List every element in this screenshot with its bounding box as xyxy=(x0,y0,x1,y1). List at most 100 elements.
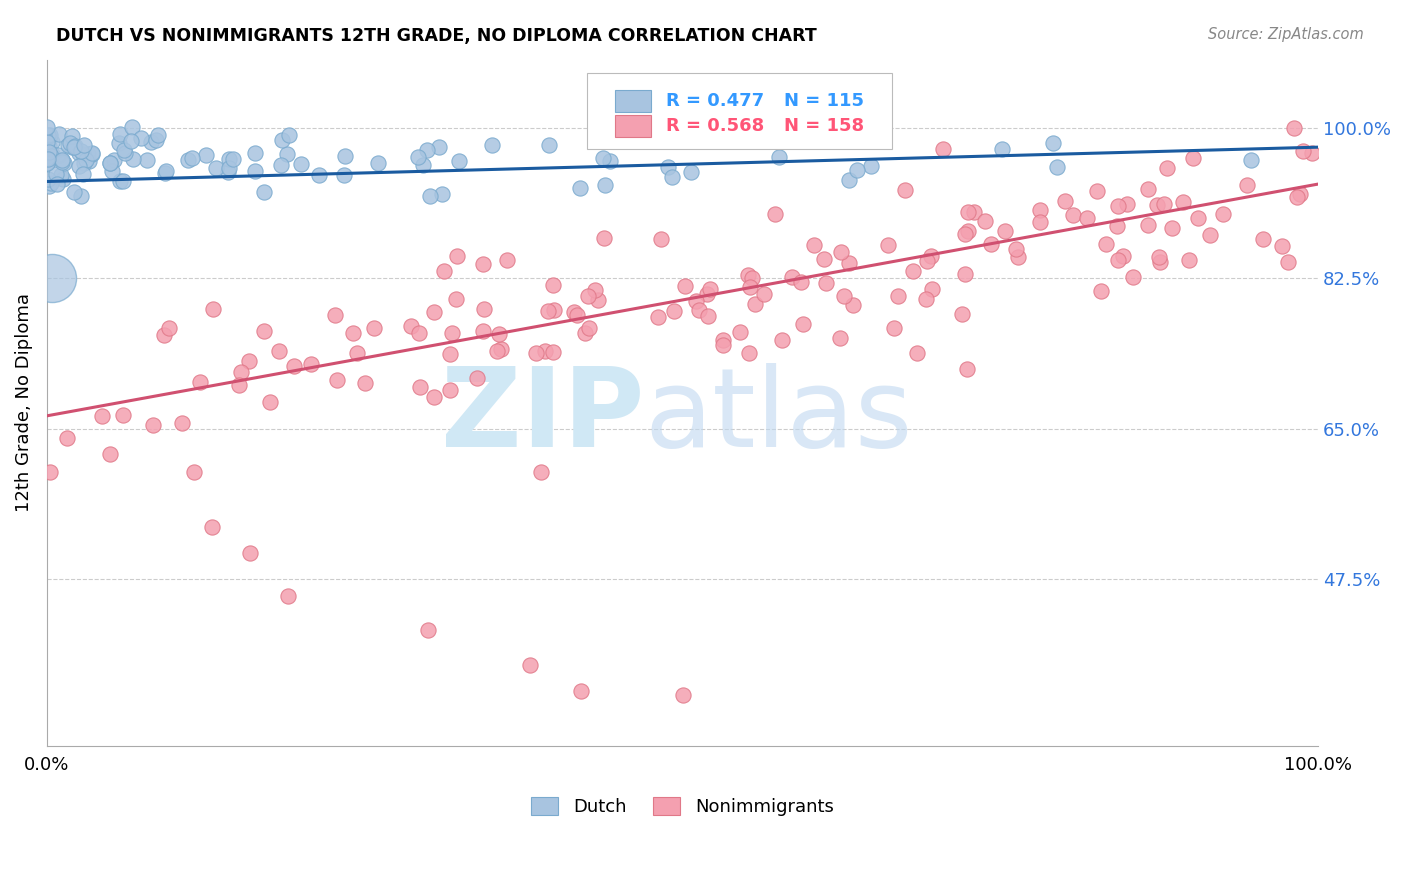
Point xyxy=(38,139,60,153)
Point xyxy=(243,164,266,178)
Text: Source: ZipAtlas.com: Source: ZipAtlas.com xyxy=(1208,27,1364,42)
Point xyxy=(915,292,938,306)
Point xyxy=(519,657,541,672)
Point xyxy=(447,154,470,169)
Point xyxy=(35,143,58,157)
Point xyxy=(121,120,143,134)
Point xyxy=(129,130,152,145)
Point xyxy=(290,156,312,170)
Point xyxy=(259,394,281,409)
Point xyxy=(697,309,720,323)
Point xyxy=(35,152,58,166)
Point xyxy=(56,431,79,445)
Point xyxy=(39,128,62,143)
Point xyxy=(1085,184,1108,198)
Point xyxy=(37,149,59,163)
Point xyxy=(108,136,131,151)
Point xyxy=(135,153,157,168)
Point xyxy=(574,326,596,341)
Point xyxy=(1028,202,1050,217)
Point xyxy=(1046,160,1069,174)
Point xyxy=(412,158,434,172)
Point xyxy=(441,326,464,340)
Point xyxy=(205,161,228,175)
Point xyxy=(228,378,250,392)
Point xyxy=(58,137,80,152)
Point xyxy=(681,165,703,179)
Point xyxy=(974,214,997,228)
Point xyxy=(63,139,86,153)
Point xyxy=(195,148,218,162)
Point xyxy=(1107,199,1129,213)
Point xyxy=(188,375,211,389)
Point xyxy=(37,172,59,186)
Point xyxy=(108,128,131,142)
Point xyxy=(1147,250,1170,264)
Point xyxy=(792,317,814,331)
Point xyxy=(37,120,59,134)
Point xyxy=(37,136,59,150)
Point xyxy=(664,304,686,318)
Point xyxy=(239,546,262,560)
Point xyxy=(1156,161,1178,175)
Point xyxy=(51,168,73,182)
Point xyxy=(1187,211,1209,225)
Point xyxy=(980,236,1002,251)
Point xyxy=(142,418,165,433)
Point xyxy=(444,292,467,306)
Point xyxy=(427,140,450,154)
Point xyxy=(737,268,759,282)
Point xyxy=(60,140,83,154)
Point xyxy=(419,189,441,203)
Point xyxy=(472,301,495,316)
Point xyxy=(363,321,385,335)
Point xyxy=(422,390,444,404)
Point xyxy=(770,333,793,347)
Point xyxy=(38,179,60,194)
Point xyxy=(543,303,565,318)
Point xyxy=(267,344,290,359)
Point xyxy=(323,309,346,323)
Point xyxy=(657,160,679,174)
Point xyxy=(41,271,63,285)
Point xyxy=(221,152,243,166)
Point xyxy=(62,140,84,154)
Point xyxy=(122,153,145,167)
Point xyxy=(114,146,136,161)
Point xyxy=(956,224,979,238)
Point xyxy=(52,156,75,170)
Point xyxy=(887,288,910,302)
Point xyxy=(963,204,986,219)
Point xyxy=(1240,153,1263,167)
Point xyxy=(569,181,592,195)
Point xyxy=(541,278,564,293)
Point xyxy=(728,325,751,339)
Point xyxy=(346,345,368,359)
Point xyxy=(1286,190,1309,204)
Point xyxy=(111,408,134,422)
Point xyxy=(153,327,176,342)
Point xyxy=(217,165,239,179)
Point xyxy=(69,189,91,203)
Point xyxy=(915,254,938,268)
Point xyxy=(586,293,609,307)
Point xyxy=(768,150,790,164)
Bar xyxy=(616,90,651,112)
Point xyxy=(432,186,454,201)
Point xyxy=(399,318,422,333)
Point xyxy=(354,376,377,390)
Point xyxy=(39,176,62,190)
Point xyxy=(218,152,240,166)
Point xyxy=(103,153,125,167)
Point xyxy=(98,156,121,170)
Point xyxy=(699,282,721,296)
Point xyxy=(41,136,63,150)
Point xyxy=(35,155,58,169)
Point xyxy=(409,379,432,393)
Point xyxy=(218,161,240,175)
Point xyxy=(1301,145,1323,160)
Point xyxy=(299,358,322,372)
Point xyxy=(1112,249,1135,263)
Point xyxy=(62,185,84,199)
Point xyxy=(838,173,860,187)
